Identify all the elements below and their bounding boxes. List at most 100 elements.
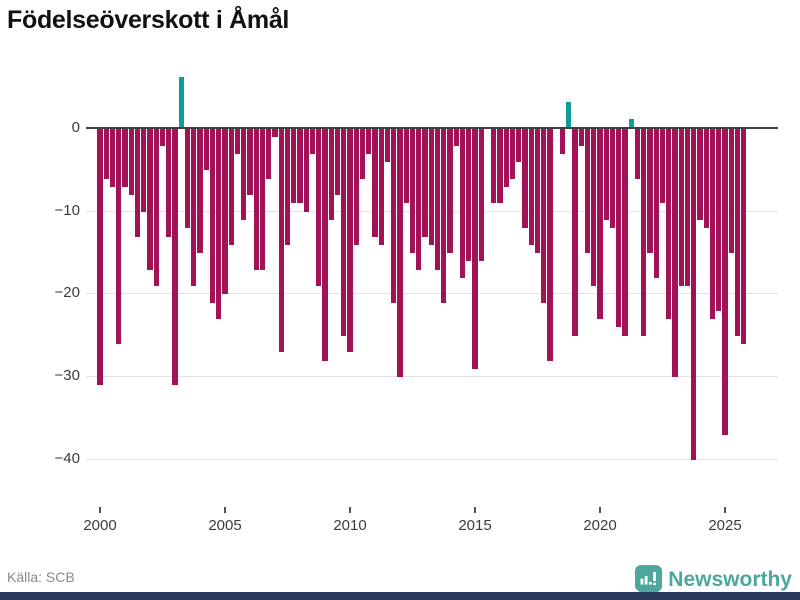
source-label: Källa: SCB bbox=[7, 569, 75, 585]
quarter-bar-2005-q4 bbox=[241, 129, 247, 220]
quarter-bar-2019-q2 bbox=[578, 129, 584, 146]
x-axis-tick-label: 2005 bbox=[208, 517, 242, 534]
quarter-bar-2014-q3 bbox=[459, 129, 466, 278]
quarter-bar-2011-q4 bbox=[391, 129, 397, 303]
quarter-bar-2015-q1 bbox=[472, 129, 478, 369]
quarter-bar-2009-q1 bbox=[322, 129, 328, 361]
quarter-bar-2013-q2 bbox=[428, 129, 434, 245]
quarter-bar-2018-q1 bbox=[547, 129, 553, 361]
quarter-bar-2021-q3 bbox=[634, 129, 641, 179]
quarter-bar-2016-q3 bbox=[509, 129, 516, 179]
quarter-bar-2024-q3 bbox=[709, 129, 716, 320]
y-gridline bbox=[86, 376, 778, 378]
quarter-bar-2020-q3 bbox=[609, 129, 616, 229]
quarter-bar-2021-q2 bbox=[628, 118, 634, 127]
quarter-bar-2020-q2 bbox=[603, 129, 609, 220]
quarter-bar-2011-q3 bbox=[384, 129, 391, 163]
quarter-bar-2003-q1 bbox=[172, 129, 178, 386]
quarter-bar-2012-q1 bbox=[397, 129, 403, 378]
quarter-bar-2007-q1 bbox=[272, 129, 278, 138]
quarter-bar-2023-q3 bbox=[684, 129, 691, 287]
quarter-bar-2024-q2 bbox=[703, 129, 709, 229]
quarter-bar-2023-q2 bbox=[678, 129, 684, 287]
quarter-bar-2016-q4 bbox=[516, 129, 522, 163]
quarter-bar-2001-q2 bbox=[128, 129, 134, 196]
quarter-bar-2019-q3 bbox=[584, 129, 591, 254]
quarter-bar-2022-q4 bbox=[666, 129, 672, 320]
x-axis-tick-label: 2015 bbox=[458, 517, 492, 534]
quarter-bar-2009-q4 bbox=[341, 129, 347, 336]
quarter-bar-2004-q1 bbox=[197, 129, 203, 254]
quarter-bar-2016-q2 bbox=[503, 129, 509, 187]
y-axis-tick-label: −30 bbox=[54, 367, 80, 385]
quarter-bar-2022-q2 bbox=[653, 129, 659, 278]
quarter-bar-2017-q3 bbox=[534, 129, 541, 254]
zero-axis-line bbox=[86, 127, 778, 129]
quarter-bar-2017-q1 bbox=[522, 129, 528, 229]
y-gridline bbox=[86, 458, 778, 460]
x-axis-tick-mark bbox=[724, 507, 726, 513]
quarter-bar-2013-q1 bbox=[422, 129, 428, 237]
x-axis-tick-label: 2010 bbox=[333, 517, 367, 534]
x-axis-tick-mark bbox=[99, 507, 101, 513]
quarter-bar-2025-q3 bbox=[734, 129, 741, 336]
quarter-bar-2001-q1 bbox=[122, 129, 128, 187]
quarter-bar-2000-q2 bbox=[103, 129, 109, 179]
quarter-bar-2021-q4 bbox=[641, 129, 647, 336]
quarter-bar-2001-q4 bbox=[141, 129, 147, 212]
quarter-bar-2015-q2 bbox=[478, 129, 484, 262]
x-axis-tick-mark bbox=[349, 507, 351, 513]
quarter-bar-2014-q4 bbox=[466, 129, 472, 262]
x-axis-tick-mark bbox=[599, 507, 601, 513]
quarter-bar-2012-q4 bbox=[416, 129, 422, 270]
quarter-bar-2020-q1 bbox=[597, 129, 603, 320]
quarter-bar-2017-q2 bbox=[528, 129, 534, 245]
quarter-bar-2007-q2 bbox=[278, 129, 284, 353]
newsworthy-logo-text: Newsworthy bbox=[668, 567, 792, 591]
quarter-bar-2008-q2 bbox=[303, 129, 309, 212]
quarter-bar-2008-q4 bbox=[316, 129, 322, 287]
quarter-bar-2009-q3 bbox=[334, 129, 341, 196]
quarter-bar-2010-q2 bbox=[353, 129, 359, 245]
quarter-bar-2000-q3 bbox=[109, 129, 116, 187]
quarter-bar-2024-q1 bbox=[697, 129, 703, 220]
quarter-bar-2021-q1 bbox=[622, 129, 628, 336]
quarter-bar-2008-q1 bbox=[297, 129, 303, 204]
quarter-bar-2004-q4 bbox=[216, 129, 222, 320]
quarter-bar-2023-q1 bbox=[672, 129, 678, 378]
quarter-bar-2006-q3 bbox=[259, 129, 266, 270]
quarter-bar-2012-q3 bbox=[409, 129, 416, 254]
x-axis-tick-mark bbox=[474, 507, 476, 513]
quarter-bar-2018-q4 bbox=[566, 102, 572, 127]
quarter-bar-2004-q3 bbox=[209, 129, 216, 303]
newsworthy-logo: Newsworthy bbox=[635, 565, 792, 594]
quarter-bar-2002-q1 bbox=[147, 129, 153, 270]
quarter-bar-2010-q1 bbox=[347, 129, 353, 353]
quarter-bar-2025-q2 bbox=[728, 129, 734, 254]
quarter-bar-2000-q1 bbox=[97, 129, 103, 386]
bottom-accent-bar bbox=[0, 592, 800, 600]
quarter-bar-2015-q4 bbox=[491, 129, 497, 204]
quarter-bar-2001-q3 bbox=[134, 129, 141, 237]
y-axis-tick-label: 0 bbox=[71, 119, 80, 136]
quarter-bar-2002-q3 bbox=[159, 129, 166, 146]
x-axis-tick-label: 2000 bbox=[83, 517, 117, 534]
quarter-bar-2010-q3 bbox=[359, 129, 366, 179]
quarter-bar-2002-q4 bbox=[166, 129, 172, 237]
quarter-bar-2007-q3 bbox=[284, 129, 291, 245]
quarter-bar-2018-q3 bbox=[559, 129, 566, 154]
quarter-bar-2000-q4 bbox=[116, 129, 122, 345]
chart-title: Födelseöverskott i Åmål bbox=[7, 6, 290, 34]
quarter-bar-2022-q3 bbox=[659, 129, 666, 204]
quarter-bar-2003-q2 bbox=[178, 77, 184, 127]
quarter-bar-2006-q1 bbox=[247, 129, 253, 196]
x-axis-tick-label: 2025 bbox=[708, 517, 742, 534]
quarter-bar-2012-q2 bbox=[403, 129, 409, 204]
quarter-bar-2005-q2 bbox=[228, 129, 234, 245]
quarter-bar-2007-q4 bbox=[291, 129, 297, 204]
quarter-bar-2019-q4 bbox=[591, 129, 597, 287]
quarter-bar-2019-q1 bbox=[572, 129, 578, 336]
quarter-bar-2022-q1 bbox=[647, 129, 653, 254]
x-axis-tick-mark bbox=[224, 507, 226, 513]
